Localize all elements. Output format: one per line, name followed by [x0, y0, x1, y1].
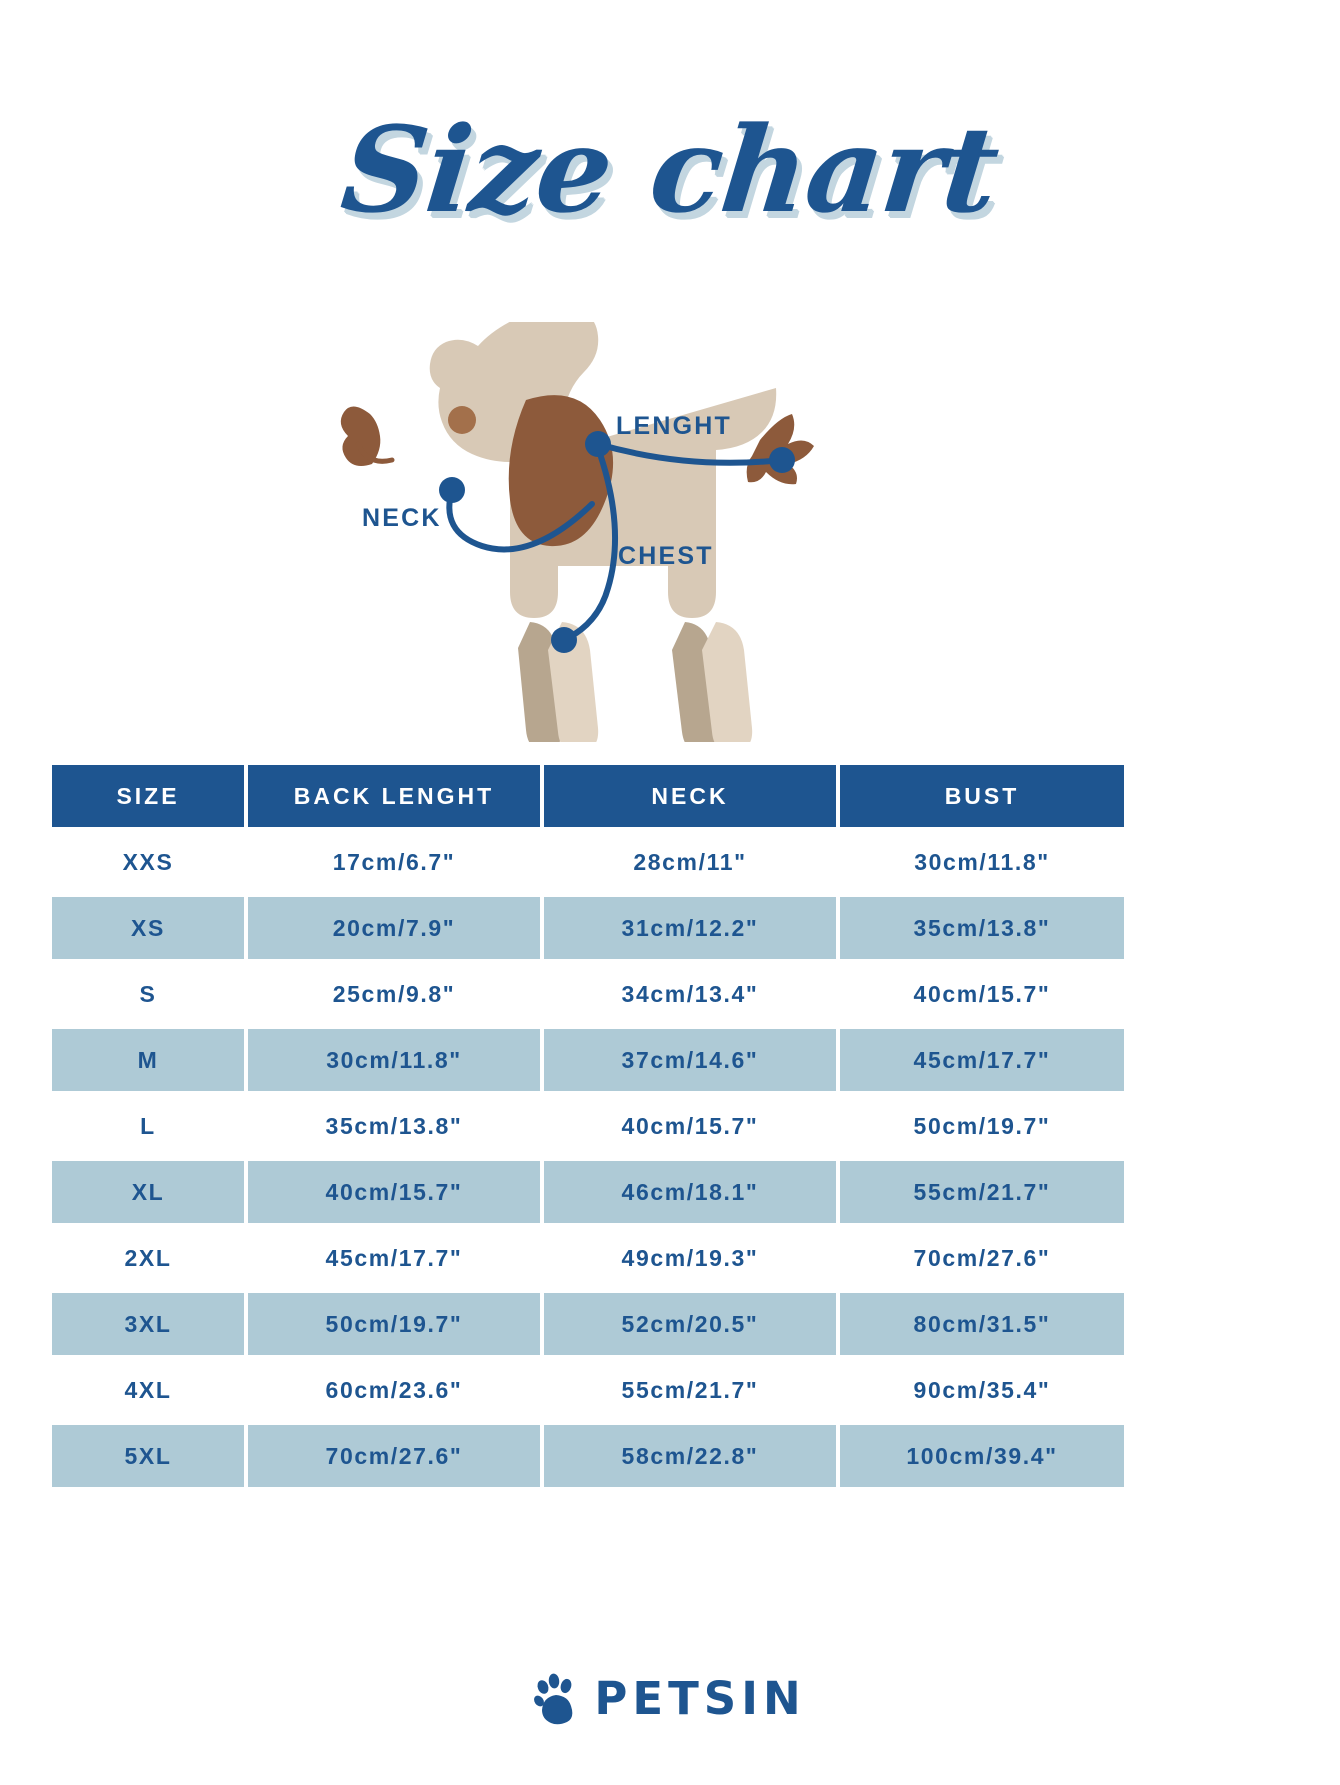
length-start-dot [585, 431, 611, 457]
cell-neck: 55cm/21.7" [544, 1359, 836, 1421]
cell-back-lenght: 40cm/15.7" [248, 1161, 540, 1223]
dog-nose [340, 406, 381, 466]
dog-hind-leg-near [702, 622, 753, 742]
length-label: LENGHT [616, 412, 732, 440]
cell-back-lenght: 17cm/6.7" [248, 831, 540, 893]
cell-neck: 31cm/12.2" [544, 897, 836, 959]
cell-back-lenght: 60cm/23.6" [248, 1359, 540, 1421]
cell-bust: 55cm/21.7" [840, 1161, 1124, 1223]
cell-bust: 100cm/39.4" [840, 1425, 1124, 1487]
length-end-dot [769, 447, 795, 473]
chest-label: CHEST [618, 542, 714, 570]
cell-back-lenght: 45cm/17.7" [248, 1227, 540, 1289]
footer-logo: PETSIN [0, 1672, 1340, 1725]
column-header-size: SIZE [52, 765, 244, 827]
length-measure-line [595, 441, 785, 466]
cell-back-lenght: 25cm/9.8" [248, 963, 540, 1025]
cell-neck: 34cm/13.4" [544, 963, 836, 1025]
table-row: M 30cm/11.8" 37cm/14.6" 45cm/17.7" [52, 1029, 1124, 1091]
neck-dot [439, 477, 465, 503]
cell-back-lenght: 30cm/11.8" [248, 1029, 540, 1091]
table-row: 3XL 50cm/19.7" 52cm/20.5" 80cm/31.5" [52, 1293, 1124, 1355]
cell-size: 3XL [52, 1293, 244, 1355]
cell-bust: 35cm/13.8" [840, 897, 1124, 959]
cell-bust: 70cm/27.6" [840, 1227, 1124, 1289]
cell-size: 5XL [52, 1425, 244, 1487]
dog-mouth [355, 441, 395, 464]
page-title-container: Size chart [0, 100, 1340, 239]
cell-neck: 28cm/11" [544, 831, 836, 893]
table-header-row: SIZE BACK LENGHT NECK BUST [52, 765, 1124, 827]
paw-print-icon [534, 1673, 573, 1724]
cell-size: 4XL [52, 1359, 244, 1421]
cell-neck: 58cm/22.8" [544, 1425, 836, 1487]
cell-size: 2XL [52, 1227, 244, 1289]
neck-measure-line [446, 487, 595, 553]
cell-back-lenght: 70cm/27.6" [248, 1425, 540, 1487]
cell-back-lenght: 35cm/13.8" [248, 1095, 540, 1157]
column-header-bust: BUST [840, 765, 1124, 827]
cell-bust: 40cm/15.7" [840, 963, 1124, 1025]
table-row: XXS 17cm/6.7" 28cm/11" 30cm/11.8" [52, 831, 1124, 893]
cell-size: XXS [52, 831, 244, 893]
cell-neck: 46cm/18.1" [544, 1161, 836, 1223]
table-row: 2XL 45cm/17.7" 49cm/19.3" 70cm/27.6" [52, 1227, 1124, 1289]
cell-bust: 30cm/11.8" [840, 831, 1124, 893]
cell-bust: 45cm/17.7" [840, 1029, 1124, 1091]
cell-size: L [52, 1095, 244, 1157]
dog-measurement-illustration: LENGHT NECK CHEST [330, 322, 870, 742]
cell-neck: 49cm/19.3" [544, 1227, 836, 1289]
cell-neck: 40cm/15.7" [544, 1095, 836, 1157]
cell-bust: 50cm/19.7" [840, 1095, 1124, 1157]
table-row: L 35cm/13.8" 40cm/15.7" 50cm/19.7" [52, 1095, 1124, 1157]
size-table: SIZE BACK LENGHT NECK BUST XXS 17cm/6.7"… [52, 765, 1124, 1491]
table-row: 4XL 60cm/23.6" 55cm/21.7" 90cm/35.4" [52, 1359, 1124, 1421]
chest-measure-line [561, 445, 619, 643]
column-header-neck: NECK [544, 765, 836, 827]
table-row: 5XL 70cm/27.6" 58cm/22.8" 100cm/39.4" [52, 1425, 1124, 1487]
cell-bust: 90cm/35.4" [840, 1359, 1124, 1421]
cell-back-lenght: 50cm/19.7" [248, 1293, 540, 1355]
cell-back-lenght: 20cm/7.9" [248, 897, 540, 959]
cell-size: S [52, 963, 244, 1025]
neck-label: NECK [362, 504, 442, 532]
brand-name: PETSIN [594, 1672, 806, 1725]
table-row: S 25cm/9.8" 34cm/13.4" 40cm/15.7" [52, 963, 1124, 1025]
chest-dot [551, 627, 577, 653]
cell-neck: 52cm/20.5" [544, 1293, 836, 1355]
page-title: Size chart [335, 100, 1005, 239]
cell-size: M [52, 1029, 244, 1091]
table-row: XL 40cm/15.7" 46cm/18.1" 55cm/21.7" [52, 1161, 1124, 1223]
cell-neck: 37cm/14.6" [544, 1029, 836, 1091]
dog-eye [448, 406, 476, 434]
cell-size: XS [52, 897, 244, 959]
cell-bust: 80cm/31.5" [840, 1293, 1124, 1355]
cell-size: XL [52, 1161, 244, 1223]
table-row: XS 20cm/7.9" 31cm/12.2" 35cm/13.8" [52, 897, 1124, 959]
column-header-back-lenght: BACK LENGHT [248, 765, 540, 827]
